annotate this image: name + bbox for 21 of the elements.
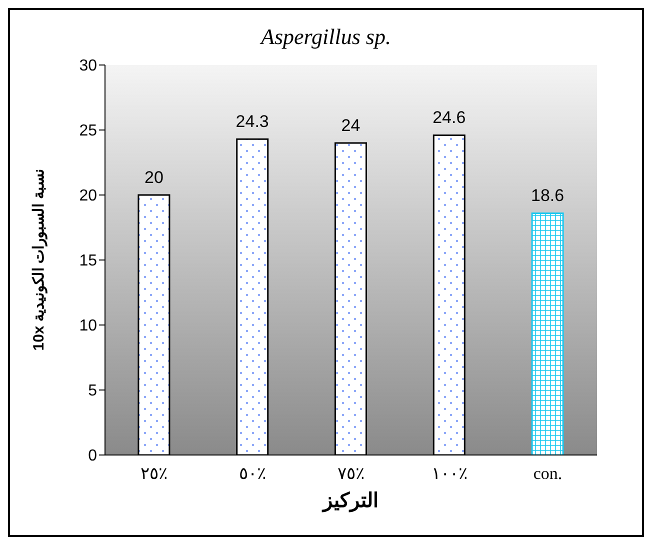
x-tick-label: ١٠٠٪	[431, 464, 468, 484]
bar	[531, 212, 564, 455]
data-label: 18.6	[531, 186, 564, 206]
y-tick-label: 30	[79, 58, 98, 75]
chart-title: Aspergillus sp.	[258, 24, 392, 50]
y-tick-label: 15	[79, 252, 98, 270]
data-label: 20	[144, 168, 164, 187]
y-tick-label: 20	[79, 188, 98, 205]
y-tick-label: 0	[88, 448, 98, 465]
x-tick-label: con.	[533, 464, 562, 484]
data-label: 24	[341, 116, 360, 135]
y-tick-label: 5	[88, 382, 98, 400]
data-label: 24.6	[432, 108, 466, 128]
x-tick-label: ٧٥٪	[338, 464, 364, 484]
y-tick-label: 25	[79, 122, 98, 140]
x-tick-label: ٢٥٪	[140, 464, 168, 484]
data-label: 24.3	[236, 112, 269, 132]
y-axis-title: نسبة السبورات الكونيدية 10x	[30, 169, 48, 351]
x-axis-title: التركيز	[321, 490, 379, 513]
x-tick-label: ٥٠٪	[239, 464, 266, 484]
y-tick-label: 10	[79, 318, 98, 335]
